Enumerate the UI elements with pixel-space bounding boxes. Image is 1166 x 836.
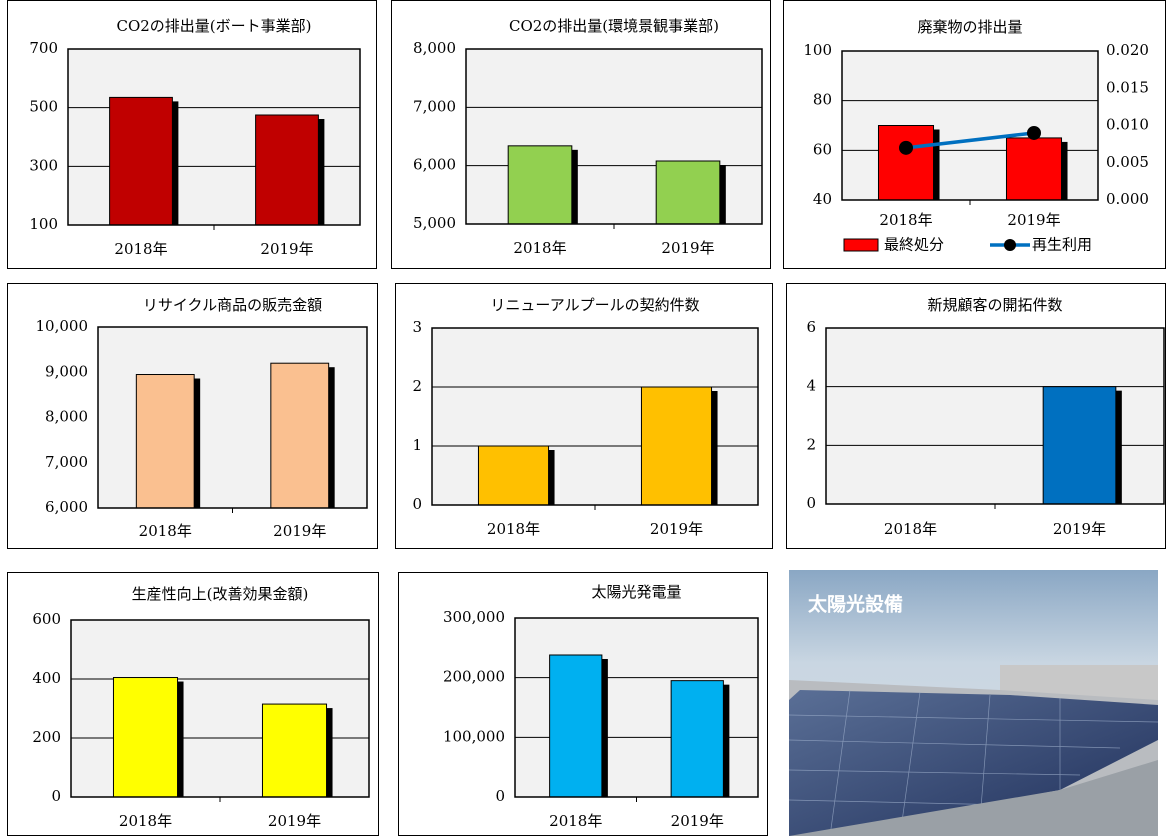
y2-tick-label: 0.000	[1106, 190, 1149, 208]
y-tick-label: 8,000	[45, 408, 88, 426]
y-tick-label: 100	[29, 215, 58, 233]
line-marker	[899, 140, 913, 155]
y-tick-label: 2	[806, 435, 816, 453]
chart-title: 生産性向上(改善効果金額)	[132, 585, 309, 603]
x-tick-label: 2018年	[139, 522, 192, 540]
y-tick-label: 700	[29, 39, 58, 57]
photo-panel: 太陽光設備	[788, 570, 1159, 836]
legend-marker	[1004, 239, 1016, 251]
bar	[1005, 137, 1063, 201]
x-tick-label: 2019年	[1053, 520, 1106, 538]
bar	[255, 114, 319, 226]
x-tick-label: 2019年	[1007, 211, 1060, 229]
chart-title: CO2の排出量(環境景観事業部)	[509, 17, 719, 35]
x-tick-label: 2018年	[119, 812, 172, 830]
y-tick-label: 3	[412, 318, 422, 336]
bar	[1042, 386, 1117, 505]
legend-label: 最終処分	[884, 236, 944, 254]
legend-swatch	[843, 238, 879, 252]
bar	[640, 386, 713, 506]
chart-title: 廃棄物の排出量	[917, 18, 1022, 36]
chart: 太陽光発電量 0 100,000 200,000 300,000 2018年 2019年	[398, 572, 768, 836]
bar	[507, 145, 573, 225]
y-tick-label: 5,000	[413, 214, 456, 232]
x-tick-label: 2019年	[650, 520, 703, 538]
bar	[670, 680, 724, 798]
bar	[112, 677, 179, 798]
bar	[655, 160, 721, 225]
line-marker	[1027, 125, 1041, 140]
x-tick-label: 2018年	[884, 520, 937, 538]
y-tick-label: 1	[412, 436, 422, 454]
x-tick-label: 2019年	[671, 812, 724, 830]
photo-caption: 太陽光設備	[808, 593, 903, 616]
legend-label: 再生利用	[1032, 236, 1092, 254]
chart-title: 新規顧客の開拓件数	[927, 296, 1062, 314]
x-tick-label: 2018年	[549, 812, 602, 830]
chart: 新規顧客の開拓件数 0 2 4 6 2018年 2019年	[786, 283, 1166, 549]
y-tick-label: 200	[32, 728, 61, 746]
y-tick-label: 60	[813, 140, 832, 158]
y-tick-label: 6	[806, 318, 816, 336]
x-tick-label: 2018年	[513, 239, 566, 257]
y-tick-label: 300	[29, 156, 58, 174]
x-tick-label: 2019年	[268, 812, 321, 830]
chart-title: 太陽光発電量	[591, 583, 681, 601]
y-tick-label: 0	[806, 494, 816, 512]
y2-tick-label: 0.005	[1106, 153, 1149, 171]
x-tick-label: 2018年	[879, 211, 932, 229]
chart: CO2の排出量(ボート事業部) 100 300 500 700 2018年 2019年	[7, 0, 377, 269]
y-tick-label: 7,000	[45, 453, 88, 471]
y-tick-label: 40	[813, 190, 832, 208]
chart-title: リサイクル商品の販売金額	[143, 296, 322, 314]
y-tick-label: 4	[806, 377, 816, 395]
y2-tick-label: 0.020	[1106, 41, 1149, 59]
bar	[477, 445, 550, 506]
bar	[109, 96, 173, 226]
bar	[877, 125, 935, 201]
y-tick-label: 8,000	[413, 39, 456, 57]
bar	[135, 374, 195, 509]
chart-title: CO2の排出量(ボート事業部)	[116, 17, 311, 35]
y-tick-label: 6,000	[413, 156, 456, 174]
x-tick-label: 2019年	[260, 240, 313, 258]
bar	[261, 703, 328, 798]
bar	[549, 654, 603, 798]
y-tick-label: 300,000	[443, 608, 505, 626]
y2-tick-label: 0.010	[1106, 116, 1149, 134]
chart: 生産性向上(改善効果金額) 0 200 400 600 2018年 2019年	[7, 572, 379, 836]
y-tick-label: 100	[803, 41, 832, 59]
y2-tick-label: 0.015	[1106, 78, 1149, 96]
x-tick-label: 2018年	[487, 520, 540, 538]
chart: 廃棄物の排出量 40 60 80 100 2018年 2019年 0.000 0.005 0.01…	[783, 0, 1166, 269]
line-series	[905, 131, 1035, 150]
y-tick-label: 600	[32, 610, 61, 628]
y-tick-label: 0	[495, 787, 505, 805]
x-tick-label: 2019年	[273, 522, 326, 540]
chart: リニューアルプールの契約件数 0 1 2 3 2018年 2019年	[395, 283, 773, 549]
y-tick-label: 9,000	[45, 362, 88, 380]
y-tick-label: 400	[32, 669, 61, 687]
y-tick-label: 0	[51, 787, 61, 805]
chart: CO2の排出量(環境景観事業部) 5,000 6,000 7,000 8,000 2018…	[391, 0, 771, 269]
y-tick-label: 500	[29, 98, 58, 116]
y-tick-label: 0	[412, 495, 422, 513]
y-tick-label: 80	[813, 91, 832, 109]
y-tick-label: 10,000	[36, 317, 89, 335]
y-tick-label: 2	[412, 377, 422, 395]
y-tick-label: 6,000	[45, 498, 88, 516]
chart-title: リニューアルプールの契約件数	[490, 296, 699, 314]
chart: リサイクル商品の販売金額 6,000 7,000 8,000 9,000 10,000 20…	[7, 283, 378, 549]
y-tick-label: 200,000	[443, 668, 505, 686]
x-tick-label: 2019年	[661, 239, 714, 257]
x-tick-label: 2018年	[114, 240, 167, 258]
y-tick-label: 7,000	[413, 97, 456, 115]
y-tick-label: 100,000	[443, 727, 505, 745]
bar	[270, 362, 330, 509]
